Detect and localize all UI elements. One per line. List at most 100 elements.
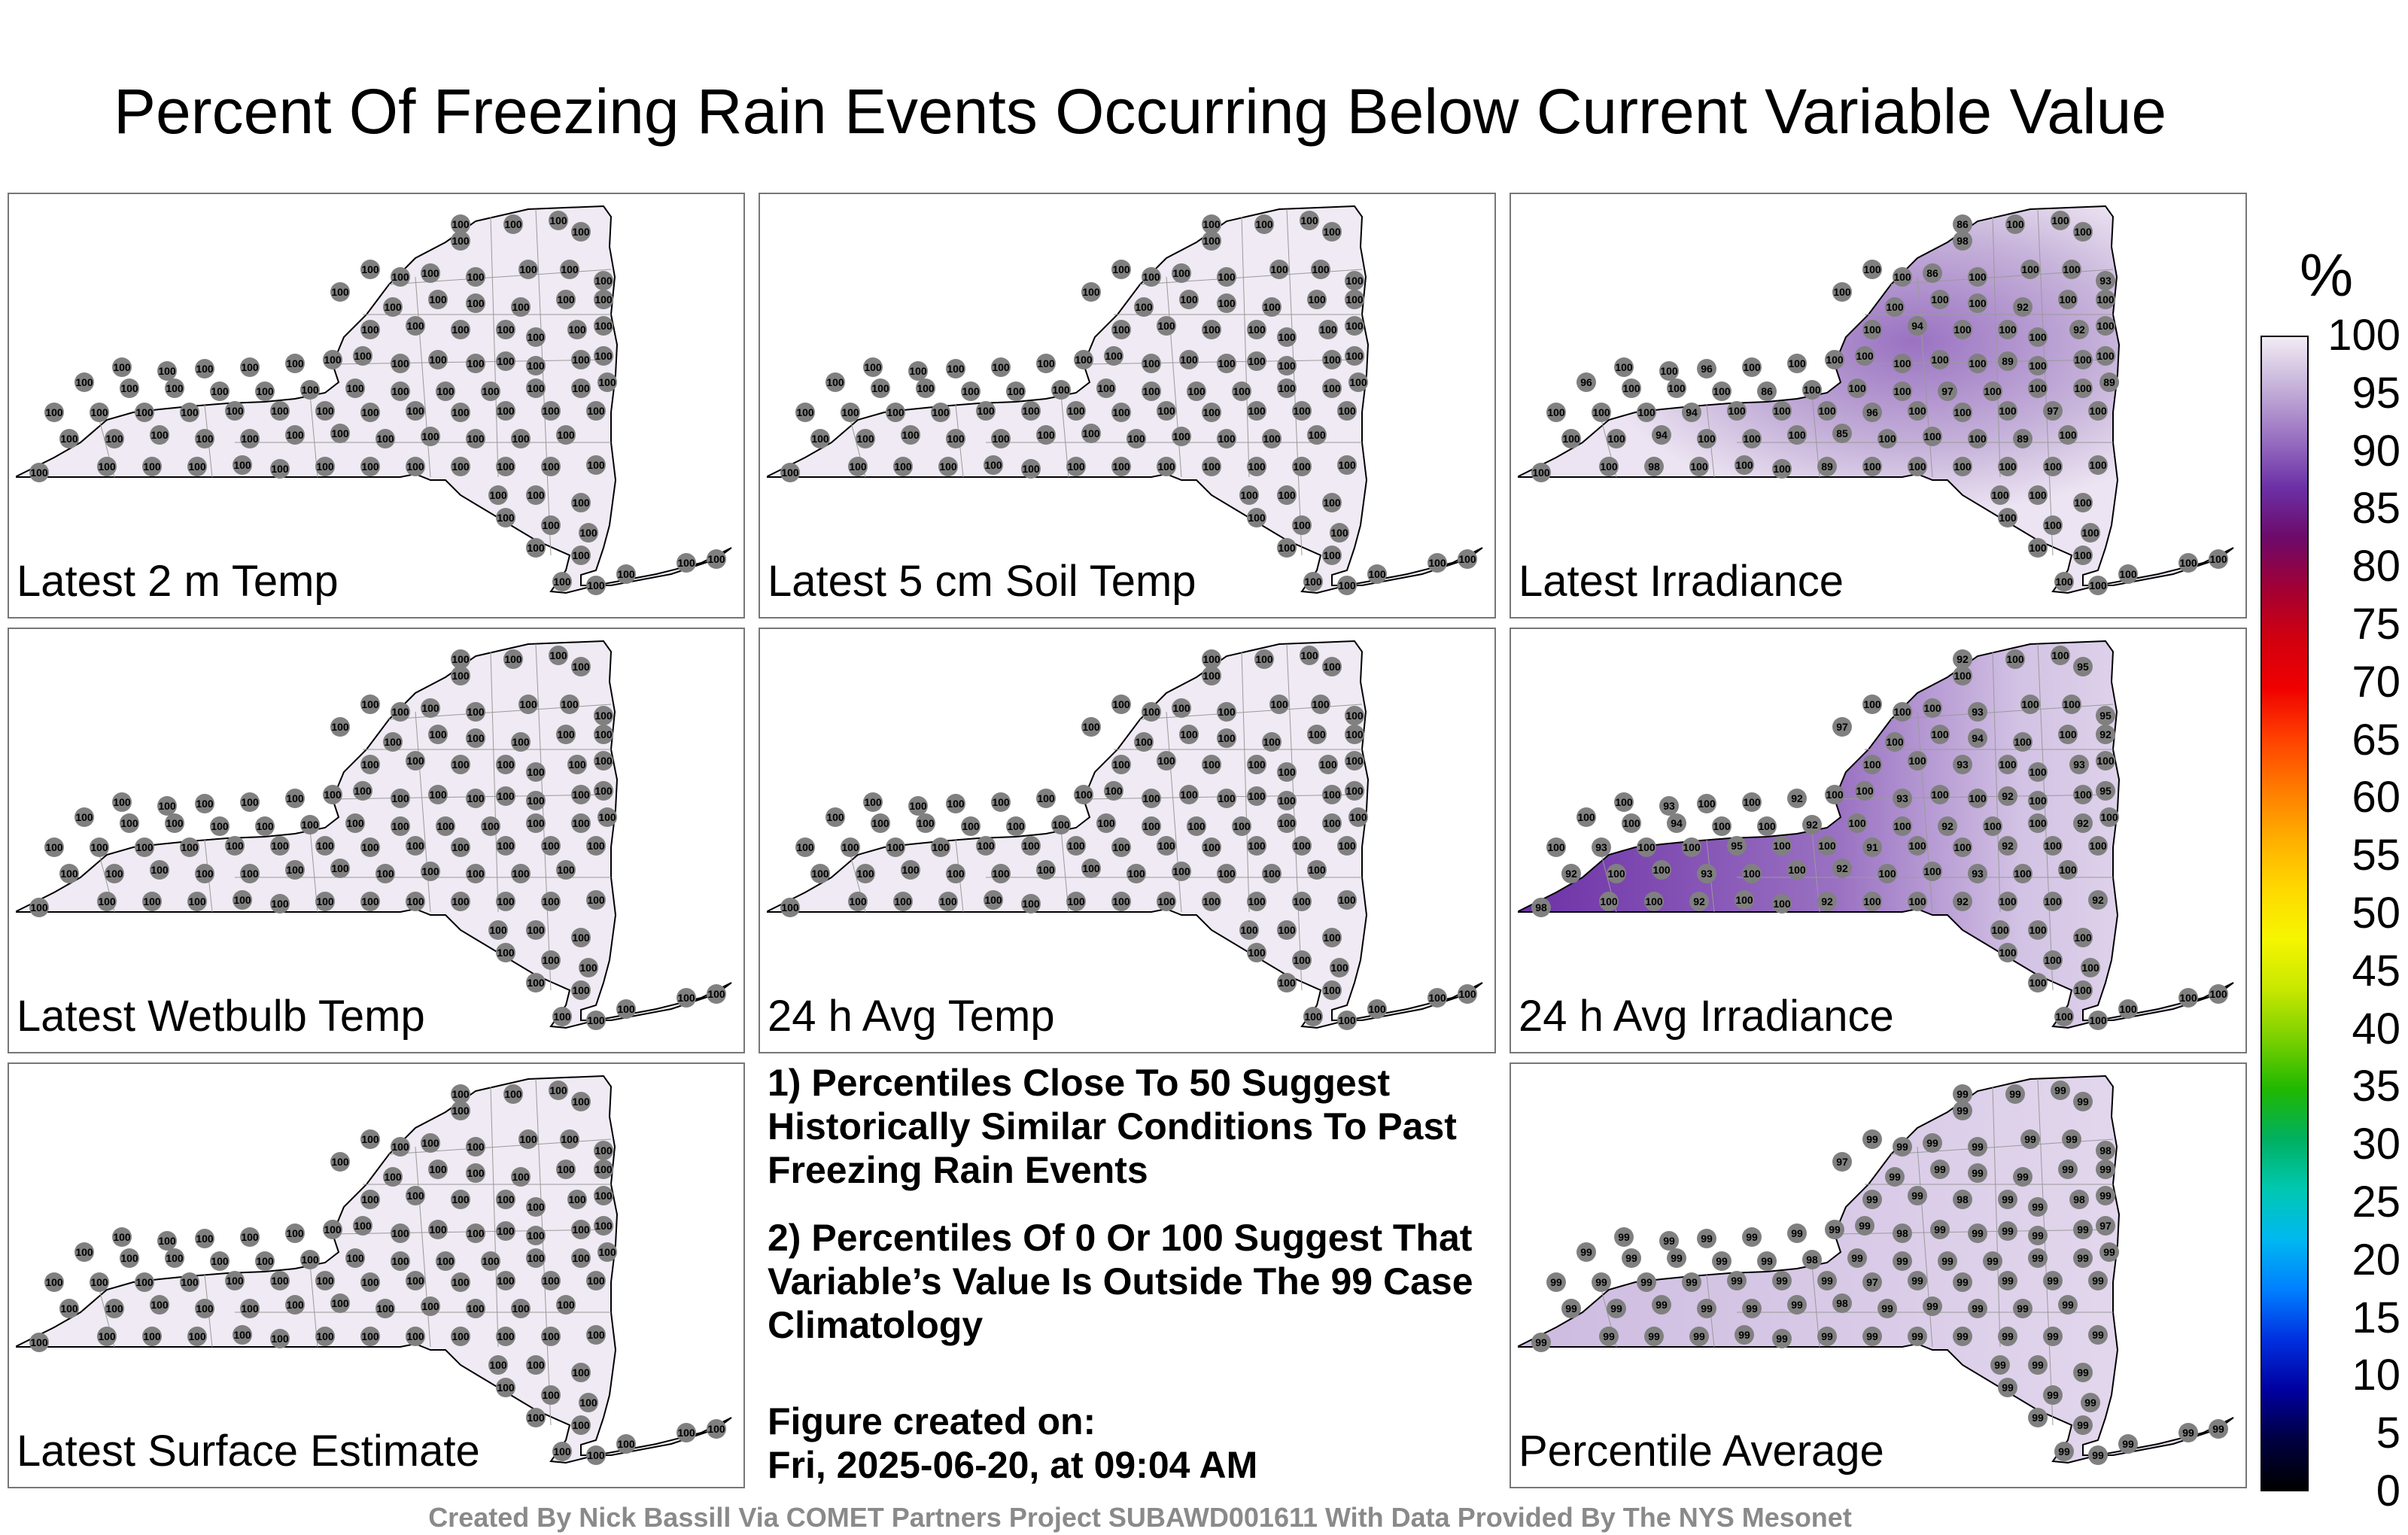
svg-text:99: 99 (1655, 1299, 1668, 1311)
svg-text:93: 93 (1701, 868, 1713, 880)
station-marker: 100 (2058, 425, 2078, 445)
svg-text:100: 100 (1278, 331, 1296, 343)
station-marker: 100 (1990, 920, 2010, 940)
station-marker: 100 (240, 1227, 260, 1247)
svg-text:99: 99 (2077, 1252, 2089, 1264)
station-marker: 100 (360, 892, 380, 911)
station-marker: 100 (1142, 381, 1161, 401)
svg-text:100: 100 (512, 433, 530, 445)
station-marker: 92 (1832, 859, 1852, 878)
station-marker: 100 (1277, 538, 1297, 558)
svg-text:100: 100 (2059, 864, 2077, 876)
svg-text:100: 100 (286, 1227, 304, 1239)
station-marker: 100 (360, 1190, 380, 1209)
svg-text:100: 100 (497, 1193, 515, 1205)
svg-text:100: 100 (436, 1255, 455, 1267)
svg-text:100: 100 (331, 1156, 349, 1168)
station-marker: 100 (496, 401, 515, 421)
svg-text:99: 99 (2099, 1190, 2112, 1202)
svg-text:100: 100 (497, 355, 515, 367)
svg-text:99: 99 (1889, 1171, 1901, 1183)
svg-text:100: 100 (226, 405, 244, 417)
svg-text:100: 100 (316, 895, 334, 907)
svg-text:100: 100 (886, 406, 905, 418)
station-marker: 100 (886, 403, 905, 422)
svg-text:100: 100 (572, 1223, 590, 1236)
station-marker: 100 (150, 860, 169, 880)
map-panel-latest-5cm-soil-temp: 100 100 100 100 100 100 100 100 100 100 100 100 100 1… (759, 193, 1496, 619)
station-marker: 100 (496, 1378, 515, 1397)
svg-text:100: 100 (856, 433, 874, 445)
station-marker: 99 (1953, 1084, 1972, 1104)
station-marker: 99 (2118, 1434, 2138, 1454)
station-marker: 100 (187, 457, 207, 476)
station-marker: 100 (1561, 429, 1581, 448)
svg-text:97: 97 (1836, 721, 1848, 733)
svg-text:100: 100 (1323, 984, 1341, 996)
svg-text:100: 100 (1660, 365, 1678, 377)
svg-text:100: 100 (1991, 489, 2009, 501)
svg-text:100: 100 (346, 382, 364, 394)
colorbar-tick: 65 (2352, 715, 2400, 764)
station-marker: 100 (1254, 214, 1274, 234)
svg-text:99: 99 (1671, 1252, 1683, 1264)
svg-text:100: 100 (572, 984, 590, 996)
svg-text:100: 100 (1082, 862, 1100, 874)
svg-text:100: 100 (1345, 320, 1364, 332)
station-marker: 100 (112, 792, 132, 812)
svg-text:100: 100 (1270, 698, 1288, 710)
station-marker: 100 (549, 1081, 568, 1100)
svg-text:100: 100 (346, 1252, 364, 1264)
svg-text:100: 100 (977, 840, 995, 852)
station-marker: 100 (90, 1272, 109, 1292)
station-marker: 100 (594, 1141, 613, 1160)
svg-text:100: 100 (489, 1359, 507, 1371)
colorbar-unit: % (2300, 242, 2354, 309)
station-marker: 100 (1697, 794, 1716, 813)
station-marker: 100 (1157, 316, 1176, 336)
svg-text:100: 100 (451, 670, 470, 682)
svg-text:93: 93 (1896, 792, 1908, 804)
station-marker: 100 (406, 401, 425, 421)
svg-text:98: 98 (1806, 1254, 1818, 1266)
station-marker: 100 (556, 725, 576, 744)
svg-text:98: 98 (1535, 901, 1547, 913)
svg-text:100: 100 (992, 868, 1010, 880)
station-marker: 99 (1622, 1248, 1641, 1268)
station-marker: 99 (1787, 1295, 1807, 1315)
svg-text:99: 99 (1972, 1227, 1984, 1239)
station-marker: 100 (1322, 657, 1342, 676)
svg-text:92: 92 (1836, 862, 1848, 874)
svg-text:100: 100 (587, 1449, 605, 1461)
svg-text:92: 92 (1806, 819, 1818, 831)
station-marker: 100 (541, 1271, 561, 1290)
station-marker: 100 (707, 549, 726, 569)
svg-text:100: 100 (271, 405, 289, 417)
station-marker: 100 (157, 361, 177, 381)
svg-text:100: 100 (572, 1096, 590, 1108)
svg-text:99: 99 (2212, 1423, 2224, 1435)
svg-text:100: 100 (1112, 841, 1130, 853)
station-marker: 100 (451, 1327, 470, 1346)
station-marker: 100 (1742, 429, 1762, 448)
station-marker: 100 (1187, 381, 1206, 401)
svg-text:89: 89 (2017, 433, 2029, 445)
svg-text:100: 100 (826, 811, 844, 823)
svg-text:100: 100 (1893, 706, 1911, 718)
svg-text:100: 100 (947, 868, 965, 880)
station-marker: 100 (1772, 459, 1792, 479)
svg-text:100: 100 (561, 263, 579, 275)
station-marker: 100 (451, 403, 470, 422)
svg-text:100: 100 (594, 710, 613, 722)
station-marker: 100 (360, 260, 380, 279)
station-marker: 100 (1021, 401, 1041, 421)
svg-text:99: 99 (1731, 1275, 1743, 1287)
station-marker: 100 (2081, 523, 2100, 543)
svg-text:100: 100 (849, 895, 867, 907)
station-marker: 100 (2020, 695, 2040, 714)
svg-text:99: 99 (2092, 1275, 2104, 1287)
svg-text:100: 100 (467, 1302, 485, 1315)
svg-text:92: 92 (2002, 790, 2014, 802)
svg-text:100: 100 (557, 728, 575, 740)
svg-text:100: 100 (1218, 357, 1236, 369)
